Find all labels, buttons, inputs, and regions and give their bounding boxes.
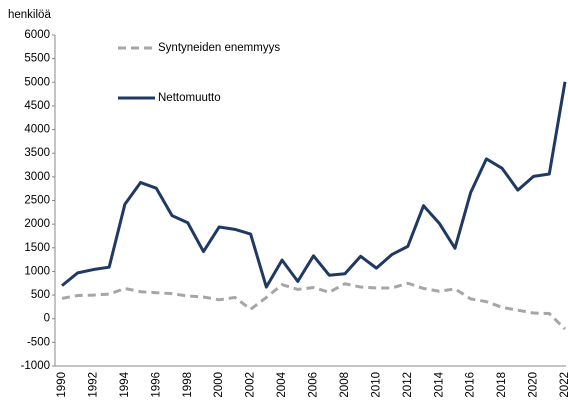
x-tick-label: 2016	[465, 372, 477, 398]
y-tick-label: 2500	[24, 195, 50, 207]
y-tick-label: -1000	[21, 360, 50, 372]
y-tick-label: 6000	[24, 29, 50, 41]
x-tick-label: 2000	[213, 372, 225, 398]
y-tick-label: -500	[27, 336, 50, 348]
x-tick-label: 2006	[308, 372, 320, 398]
series-line	[61, 81, 567, 289]
x-tick-label: 1998	[182, 372, 194, 398]
legend-label: Nettomuutto	[158, 92, 221, 104]
x-tick-label: 2022	[559, 372, 568, 398]
y-tick-label: 2000	[24, 218, 50, 230]
y-tick-label: 1500	[24, 242, 50, 254]
x-tick-label: 1990	[56, 372, 68, 398]
x-tick-label: 1994	[119, 371, 131, 397]
y-tick-label: 4000	[24, 124, 50, 136]
x-tick-label: 2002	[245, 372, 257, 398]
x-tick-label: 2008	[339, 372, 351, 398]
y-tick-label: 1000	[24, 265, 50, 277]
y-tick-label: 5500	[24, 53, 50, 65]
y-axis-label: henkilöä	[8, 9, 51, 21]
x-tick-label: 2018	[496, 372, 508, 398]
x-tick-label: 2010	[370, 372, 382, 398]
x-tick-label: 2012	[402, 372, 414, 398]
y-tick-label: 0	[44, 313, 50, 325]
x-tick-label: 2014	[433, 371, 445, 397]
x-tick-label: 1992	[87, 372, 99, 398]
y-tick-label: 4500	[24, 100, 50, 112]
y-tick-label: 3500	[24, 147, 50, 159]
y-tick-label: 500	[31, 289, 50, 301]
x-tick-label: 2004	[276, 371, 288, 397]
x-tick-label: 1996	[150, 372, 162, 398]
y-tick-label: 3000	[24, 171, 50, 183]
x-tick-label: 2020	[528, 372, 540, 398]
legend-label: Syntyneiden enemmyys	[158, 42, 280, 54]
series-line	[61, 281, 567, 331]
y-tick-label: 5000	[24, 76, 50, 88]
